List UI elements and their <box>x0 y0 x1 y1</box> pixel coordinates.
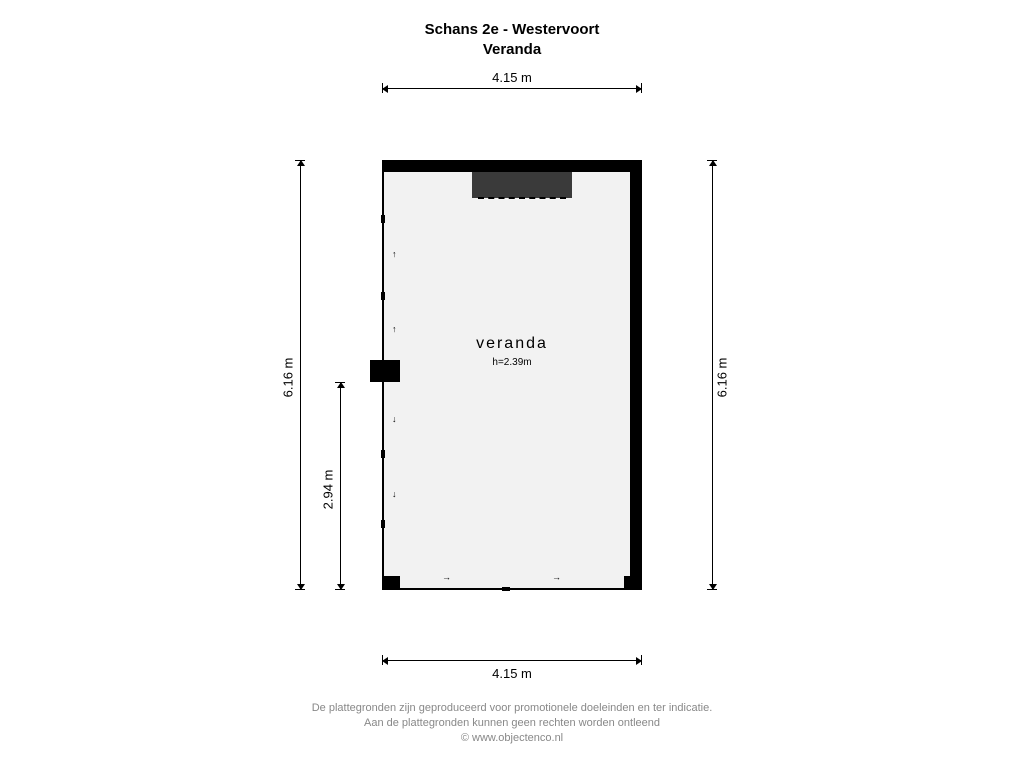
footer: De plattegronden zijn geproduceerd voor … <box>0 701 1024 746</box>
room-fill <box>382 160 642 590</box>
wall-right <box>630 160 642 590</box>
mullion-left-1 <box>381 215 385 223</box>
dimension-bottom-label: 4.15 m <box>382 666 642 681</box>
mullion-left-4 <box>381 520 385 528</box>
room-height: h=2.39m <box>382 357 642 368</box>
glass-wall-bottom <box>382 588 642 590</box>
room-label: veranda h=2.39m <box>382 335 642 368</box>
door-swing-arrow-up-2: ↑ <box>392 325 397 334</box>
floorplan-page: Schans 2e - Westervoort Veranda 4.15 m 4… <box>0 0 1024 768</box>
room-name: veranda <box>382 335 642 353</box>
floor-plan: ↑ ↑ ↓ ↓ → → veranda h=2.39m <box>382 160 642 590</box>
dimension-left-lower-label: 2.94 m <box>320 470 335 510</box>
door-swing-arrow-down-1: ↓ <box>392 415 397 424</box>
door-swing-arrow-down-2: ↓ <box>392 490 397 499</box>
footer-line-3: © www.objectenco.nl <box>0 731 1024 746</box>
wall-top <box>382 160 642 172</box>
title-line-1: Schans 2e - Westervoort <box>0 20 1024 40</box>
mullion-left-3 <box>381 450 385 458</box>
dimension-right-label: 6.16 m <box>714 358 729 398</box>
dimension-top-label: 4.15 m <box>382 70 642 85</box>
dimension-left-full-label: 6.16 m <box>280 358 295 398</box>
footer-line-2: Aan de plattegronden kunnen geen rechten… <box>0 716 1024 731</box>
mullion-left-2 <box>381 292 385 300</box>
mullion-bottom-1 <box>502 587 510 591</box>
door-swing-arrow-up-1: ↑ <box>392 250 397 259</box>
title-line-2: Veranda <box>0 40 1024 60</box>
fireplace-niche <box>472 172 572 198</box>
door-swing-arrow-right-2: → <box>552 573 561 582</box>
footer-line-1: De plattegronden zijn geproduceerd voor … <box>0 701 1024 716</box>
door-swing-arrow-right-1: → <box>442 573 451 582</box>
title-block: Schans 2e - Westervoort Veranda <box>0 20 1024 59</box>
